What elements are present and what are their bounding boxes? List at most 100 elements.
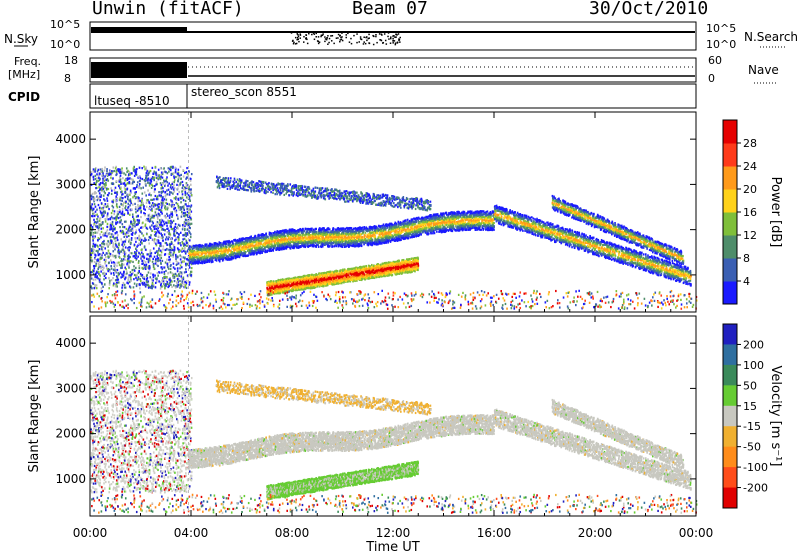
power-cell: [168, 278, 171, 281]
power-cell: [106, 215, 108, 218]
power-cell: [227, 243, 230, 246]
power-cell: [184, 224, 186, 227]
power-cell: [104, 175, 106, 178]
power-cell: [104, 255, 107, 259]
power-cell: [90, 173, 92, 177]
power-cell: [115, 165, 117, 168]
power-cell: [98, 217, 101, 220]
power-cell: [112, 229, 114, 233]
power-cell: [104, 203, 107, 206]
power-cell: [177, 168, 180, 171]
power-cell: [93, 244, 96, 247]
power-cell: [92, 235, 94, 238]
noise-point: [306, 42, 309, 45]
power-cell: [213, 256, 216, 259]
power-cell: [90, 248, 93, 251]
power-cell: [160, 191, 163, 194]
power-cell: [173, 279, 176, 283]
power-cell: [176, 270, 179, 273]
power-cell: [160, 225, 162, 229]
power-cell: [134, 202, 136, 206]
power-cell: [93, 200, 95, 203]
power-cell: [110, 170, 113, 173]
power-cell: [151, 285, 154, 288]
power-cell: [331, 245, 334, 248]
power-cell: [166, 258, 168, 261]
power-cell: [93, 198, 96, 202]
power-cell: [113, 246, 115, 249]
noise-point: [380, 39, 383, 42]
power-cell: [120, 202, 122, 206]
power-cell: [319, 234, 322, 238]
power-cell: [218, 243, 221, 246]
power-cell: [125, 270, 128, 273]
power-cell: [112, 217, 114, 220]
power-cell: [92, 212, 94, 215]
power-cell: [179, 258, 182, 261]
power-cell: [129, 242, 132, 246]
power-cell: [256, 252, 258, 255]
power-cell: [147, 173, 149, 177]
power-cell: [122, 232, 125, 235]
noise-point: [359, 36, 362, 38]
power-cell: [241, 248, 244, 251]
power-cell: [98, 176, 100, 179]
power-cell: [155, 250, 158, 254]
power-cell: [141, 262, 143, 265]
power-cell: [253, 239, 255, 242]
power-cell: [146, 277, 149, 280]
power-cell: [185, 219, 188, 222]
power-cell: [101, 222, 104, 225]
power-cell: [116, 221, 119, 224]
power-cell: [148, 182, 151, 185]
power-cell: [123, 220, 126, 223]
power-cell: [112, 200, 115, 204]
power-cell: [166, 193, 169, 196]
power-cell: [101, 181, 104, 184]
power-cell: [152, 279, 154, 282]
power-cell: [96, 258, 98, 262]
power-cell: [116, 238, 119, 242]
power-cell: [177, 176, 180, 179]
power-cell: [98, 223, 100, 227]
power-cell: [251, 253, 253, 256]
power-cell: [138, 252, 140, 255]
power-cell: [144, 212, 146, 216]
power-cell: [160, 236, 163, 239]
power-cell: [102, 245, 105, 249]
power-cell: [101, 174, 103, 177]
power-cell: [152, 276, 155, 279]
power-cell: [156, 207, 158, 211]
power-cell: [211, 257, 214, 260]
power-cell: [166, 176, 168, 179]
power-cell: [100, 253, 102, 256]
power-cell: [362, 231, 365, 234]
power-cell: [169, 252, 171, 256]
power-cell: [283, 229, 286, 232]
power-cell: [188, 215, 190, 218]
power-cell: [169, 258, 171, 261]
power-cell: [156, 271, 159, 275]
power-cell: [282, 234, 285, 237]
power-cell: [185, 234, 187, 238]
power-cell: [189, 252, 191, 255]
power-cell: [127, 206, 129, 210]
power-cell: [199, 261, 201, 264]
power-cell: [183, 208, 186, 212]
power-cell: [166, 172, 169, 175]
power-cell: [310, 234, 312, 237]
power-cell: [150, 234, 152, 237]
power-cell: [110, 267, 113, 270]
power-cell: [205, 255, 208, 258]
power-cell: [280, 231, 282, 234]
power-cell: [268, 231, 271, 234]
power-cell: [131, 182, 134, 185]
power-cell: [137, 203, 139, 207]
power-cell: [162, 236, 164, 239]
power-cell: [173, 184, 175, 187]
power-cell: [136, 245, 138, 248]
power-cell: [161, 279, 163, 282]
power-cell: [97, 237, 100, 240]
power-cell: [133, 269, 136, 272]
power-cell: [158, 231, 161, 235]
